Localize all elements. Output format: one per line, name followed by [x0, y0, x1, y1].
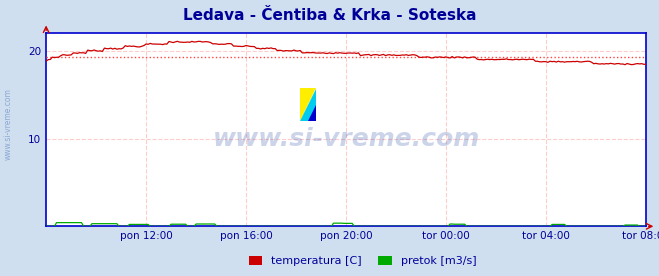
Polygon shape: [300, 88, 316, 121]
Legend: temperatura [C], pretok [m3/s]: temperatura [C], pretok [m3/s]: [244, 251, 480, 270]
Text: www.si-vreme.com: www.si-vreme.com: [212, 128, 480, 151]
Polygon shape: [300, 88, 316, 121]
Polygon shape: [308, 105, 316, 121]
Text: Ledava - Čentiba & Krka - Soteska: Ledava - Čentiba & Krka - Soteska: [183, 8, 476, 23]
Text: www.si-vreme.com: www.si-vreme.com: [3, 88, 13, 160]
